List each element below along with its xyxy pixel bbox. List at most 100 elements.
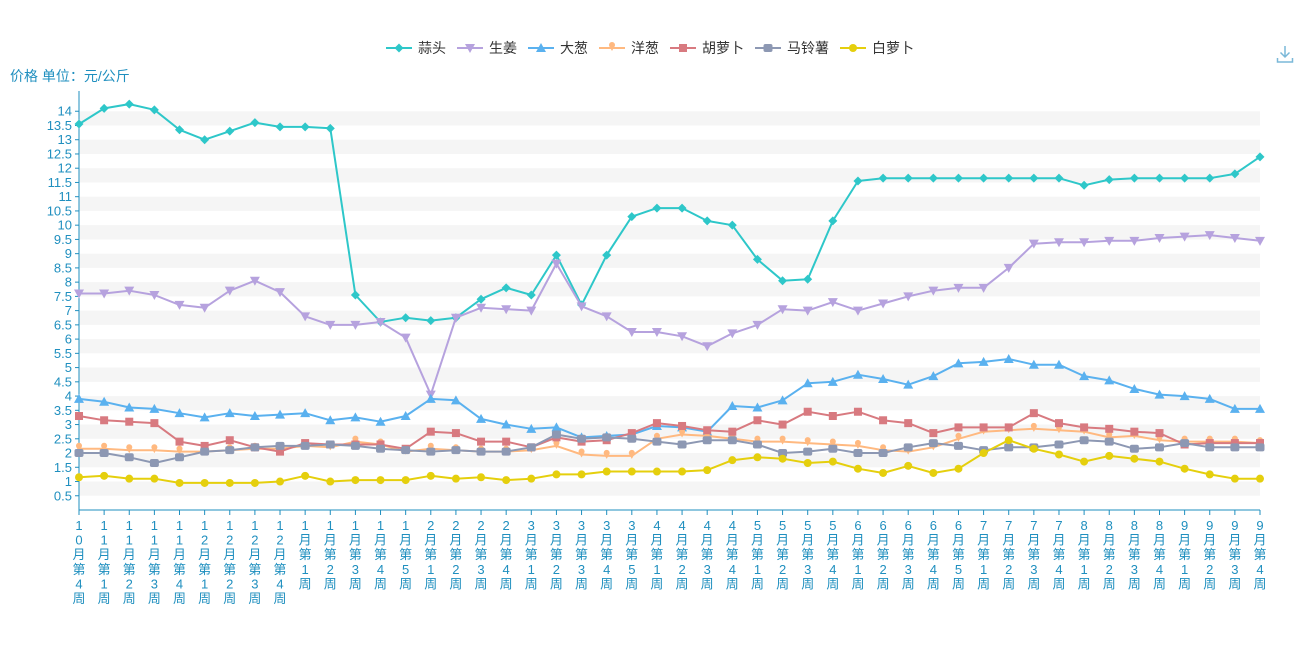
x-tick-label: 5 月第 4 周 xyxy=(826,518,839,591)
legend-item[interactable]: 生姜 xyxy=(457,40,517,56)
y-tick-label: 12 xyxy=(58,161,72,176)
data-point xyxy=(526,290,536,300)
y-tick-label: 14 xyxy=(58,104,72,119)
data-point xyxy=(225,436,234,445)
data-point xyxy=(1029,409,1038,418)
y-tick-label: 10.5 xyxy=(47,203,72,218)
data-point xyxy=(400,333,411,343)
data-point xyxy=(552,470,561,479)
data-point xyxy=(325,123,335,133)
data-point xyxy=(427,442,434,452)
data-point xyxy=(176,445,183,455)
data-point xyxy=(702,342,713,352)
y-tick-label: 5.5 xyxy=(54,346,72,361)
data-point xyxy=(651,327,662,337)
y-tick-label: 4 xyxy=(65,389,72,404)
y-axis-ticks: 0.511.522.533.544.555.566.577.588.599.51… xyxy=(47,104,79,503)
legend-label: 大葱 xyxy=(560,40,588,56)
data-point xyxy=(879,416,888,425)
data-point xyxy=(224,286,235,296)
x-tick-label: 5 月第 3 周 xyxy=(801,518,814,591)
data-point xyxy=(1204,393,1215,403)
data-point xyxy=(628,449,635,459)
data-point xyxy=(526,306,537,316)
data-point xyxy=(978,283,989,293)
legend-item[interactable]: 蒜头 xyxy=(386,40,446,56)
x-tick-label: 3 月第 3 周 xyxy=(575,518,588,591)
data-point xyxy=(224,408,235,418)
grid-band xyxy=(79,139,1260,154)
data-point xyxy=(375,318,386,328)
data-point xyxy=(852,369,863,379)
data-point xyxy=(1155,457,1164,466)
data-point xyxy=(928,286,939,296)
data-point xyxy=(1154,233,1165,243)
data-point xyxy=(401,313,411,323)
data-point xyxy=(779,435,786,445)
data-point xyxy=(351,476,360,485)
data-point xyxy=(151,444,158,454)
data-point xyxy=(450,395,461,405)
data-point xyxy=(954,464,963,473)
data-point xyxy=(1255,152,1265,162)
data-point xyxy=(928,371,939,381)
data-point xyxy=(551,422,562,432)
download-icon[interactable] xyxy=(1276,44,1294,64)
x-tick-label: 7 月第 4 周 xyxy=(1052,518,1065,591)
legend-item[interactable]: 洋葱 xyxy=(599,40,659,56)
data-point xyxy=(350,441,360,450)
x-tick-label: 6 月第 1 周 xyxy=(851,518,864,591)
legend-item[interactable]: 马铃薯 xyxy=(755,40,829,56)
y-tick-label: 1 xyxy=(65,474,72,489)
x-tick-label: 9 月第 3 周 xyxy=(1228,518,1241,591)
data-point xyxy=(955,432,962,442)
data-point xyxy=(1028,359,1039,369)
data-point xyxy=(275,409,286,419)
x-tick-label: 7 月第 3 周 xyxy=(1027,518,1040,591)
x-tick-label: 6 月第 4 周 xyxy=(927,518,940,591)
data-point xyxy=(627,467,636,476)
data-point xyxy=(149,403,160,413)
data-point xyxy=(1104,175,1114,185)
data-point xyxy=(627,429,636,438)
data-point xyxy=(225,446,235,455)
data-point xyxy=(249,411,260,421)
data-point xyxy=(74,449,84,458)
x-tick-label: 3 月第 5 周 xyxy=(625,518,638,591)
data-point xyxy=(678,421,687,430)
x-tick-label: 1 月第 3 周 xyxy=(349,518,362,591)
data-point xyxy=(1255,403,1265,413)
x-axis-ticks: 1 0 月第 4 周 1 1 月第 1 周 1 1 月第 2 周 1 1 月第 3 周 1 1 月第 4 周 1 2 月第 1 周 1 2 月第… xyxy=(72,510,1267,606)
data-point xyxy=(1180,439,1190,448)
data-point xyxy=(1205,439,1214,448)
data-point xyxy=(1079,180,1089,190)
data-point xyxy=(904,461,913,470)
data-point xyxy=(1004,423,1013,432)
data-point xyxy=(376,476,385,485)
data-point xyxy=(275,288,286,298)
data-point xyxy=(627,212,637,222)
x-tick-label: 8 月第 2 周 xyxy=(1103,518,1116,591)
data-point xyxy=(827,376,838,386)
data-point xyxy=(175,437,184,446)
data-point xyxy=(752,402,763,412)
data-point xyxy=(1105,424,1114,433)
data-point xyxy=(1179,232,1190,242)
data-point xyxy=(727,436,737,445)
data-point xyxy=(1129,173,1139,183)
data-point xyxy=(953,173,963,183)
data-point xyxy=(225,478,234,487)
data-point xyxy=(150,474,159,483)
data-point xyxy=(878,173,888,183)
data-point xyxy=(1154,389,1165,399)
legend-item[interactable]: 大葱 xyxy=(528,40,588,56)
x-tick-label: 3 月第 1 周 xyxy=(525,518,538,591)
legend-item[interactable]: 胡萝卜 xyxy=(670,40,744,56)
data-point xyxy=(426,447,436,456)
x-tick-label: 6 月第 5 周 xyxy=(952,518,965,591)
legend-item[interactable]: 白萝卜 xyxy=(840,40,914,56)
data-point xyxy=(778,454,787,463)
data-point xyxy=(853,449,863,458)
grid-band xyxy=(79,396,1260,411)
data-point xyxy=(979,173,989,183)
